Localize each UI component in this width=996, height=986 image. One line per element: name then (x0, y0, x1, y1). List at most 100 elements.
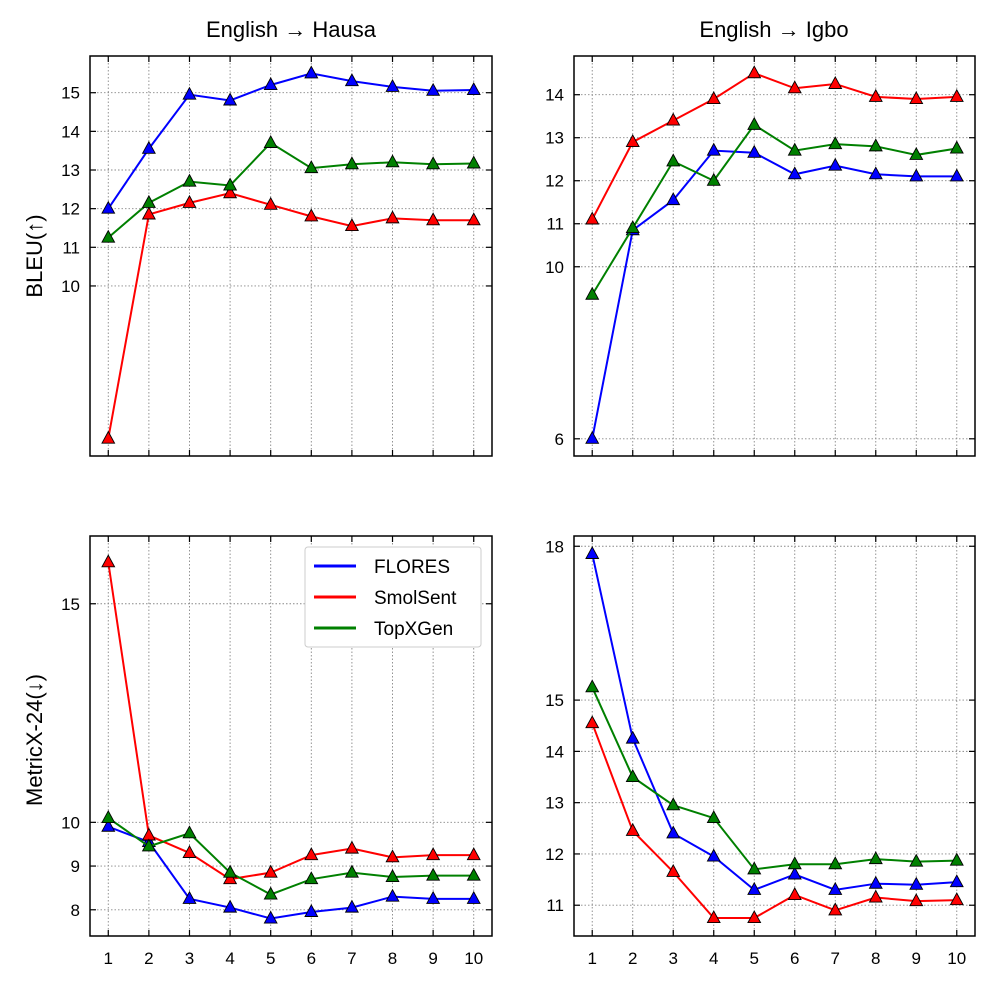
data-point-smolsent (868, 889, 883, 903)
x-tick-label: 4 (225, 949, 234, 968)
data-point-topxgen (787, 856, 802, 870)
data-point-smolsent (909, 91, 924, 105)
y-tick-label: 12 (545, 845, 564, 864)
data-point-topxgen (426, 156, 441, 170)
legend-label-flores: FLORES (374, 557, 450, 578)
x-tick-label: 8 (388, 949, 397, 968)
series-flores-igbo-metricx (585, 546, 964, 895)
series-smolsent-hausa-bleu (101, 185, 481, 444)
data-point-smolsent (426, 212, 441, 226)
data-point-topxgen (625, 220, 640, 234)
data-point-topxgen (909, 853, 924, 867)
data-point-topxgen (909, 146, 924, 160)
x-tick-label: 2 (628, 949, 637, 968)
series-smolsent-igbo-bleu (585, 65, 964, 225)
plot-frame-igbo-bleu (573, 55, 976, 457)
data-point-topxgen (466, 867, 481, 881)
data-point-flores (828, 881, 843, 895)
data-point-topxgen (949, 852, 964, 866)
data-point-smolsent (625, 822, 640, 836)
x-tick-label: 1 (104, 949, 113, 968)
grid-hausa-bleu (90, 56, 492, 456)
y-tick-label: 11 (546, 215, 564, 234)
data-point-smolsent (666, 863, 681, 877)
data-point-topxgen (141, 838, 156, 852)
data-point-topxgen (263, 886, 278, 900)
data-point-flores (949, 168, 964, 182)
data-point-flores (223, 899, 238, 913)
data-point-flores (182, 86, 197, 100)
y-tick-label: 12 (61, 200, 80, 219)
data-point-topxgen (344, 156, 359, 170)
data-point-flores (304, 904, 319, 917)
x-tick-label: 7 (831, 949, 840, 968)
y-tick-label: 12 (545, 172, 564, 191)
legend-label-topxgen: TopXGen (374, 619, 453, 640)
y-tick-label: 15 (545, 691, 564, 710)
ticks-hausa-bleu: 10 11 12 13 14 15 (61, 56, 492, 456)
y-tick-label: 9 (71, 857, 80, 876)
data-point-topxgen (787, 142, 802, 156)
data-point-topxgen (747, 861, 762, 875)
data-point-topxgen (344, 864, 359, 878)
y-tick-label: 8 (71, 901, 80, 920)
data-point-smolsent (828, 902, 843, 916)
series-line-flores (107, 825, 474, 920)
data-point-flores (706, 848, 721, 862)
data-point-flores (747, 881, 762, 895)
y-tick-label: 10 (61, 277, 80, 296)
data-point-smolsent (466, 212, 481, 226)
panel-title-igbo: English → Igbo (699, 17, 848, 42)
data-point-topxgen (666, 797, 681, 811)
data-point-flores (141, 140, 156, 154)
legend-entry-flores: FLORES (314, 557, 450, 578)
data-point-flores (426, 82, 441, 96)
data-point-topxgen (868, 851, 883, 865)
series-line-topxgen (107, 141, 474, 239)
data-point-topxgen (304, 160, 319, 174)
data-point-topxgen (223, 177, 238, 191)
data-point-topxgen (426, 867, 441, 881)
data-point-smolsent (263, 196, 278, 210)
data-point-flores (101, 818, 116, 832)
legend: FLORES SmolSent TopXGen (304, 546, 482, 648)
grid-igbo-bleu (574, 56, 975, 456)
data-point-topxgen (263, 135, 278, 148)
data-point-flores (466, 82, 481, 96)
data-point-smolsent (182, 845, 197, 858)
panel-igbo-bleu: English → Igbo 6 10 11 12 13 14 (545, 17, 976, 457)
data-point-flores (909, 876, 924, 890)
data-point-topxgen (585, 679, 600, 693)
data-point-flores (828, 157, 843, 171)
panel-title-hausa: English → Hausa (206, 17, 377, 42)
series-flores-hausa-bleu (101, 65, 481, 214)
y-tick-label: 18 (545, 537, 564, 556)
data-point-smolsent (949, 88, 964, 102)
data-point-flores (304, 65, 319, 79)
data-point-flores (385, 78, 400, 92)
plot-area-igbo-bleu: 6 10 11 12 13 14 (545, 55, 976, 457)
data-point-topxgen (828, 136, 843, 150)
data-point-smolsent (787, 80, 802, 94)
data-point-smolsent (426, 847, 441, 861)
data-point-topxgen (101, 229, 116, 243)
plot-frame-hausa-metricx (89, 535, 493, 937)
y-tick-label: 14 (61, 122, 80, 141)
data-point-topxgen (385, 869, 400, 882)
x-tick-label: 5 (750, 949, 759, 968)
data-point-smolsent (909, 893, 924, 907)
data-point-smolsent (585, 211, 600, 225)
data-point-topxgen (747, 116, 762, 130)
ticks-igbo-bleu: 6 10 11 12 13 14 (545, 56, 975, 456)
data-point-topxgen (706, 810, 721, 824)
data-point-smolsent (263, 864, 278, 878)
x-tick-label: 2 (144, 949, 153, 968)
data-point-smolsent (466, 847, 481, 861)
data-point-smolsent (223, 185, 238, 199)
series-line-flores (107, 72, 474, 210)
series-topxgen-hausa-metricx (101, 810, 481, 900)
x-tick-label: 10 (947, 949, 966, 968)
data-point-smolsent (141, 206, 156, 220)
y-tick-label: 13 (545, 129, 564, 148)
